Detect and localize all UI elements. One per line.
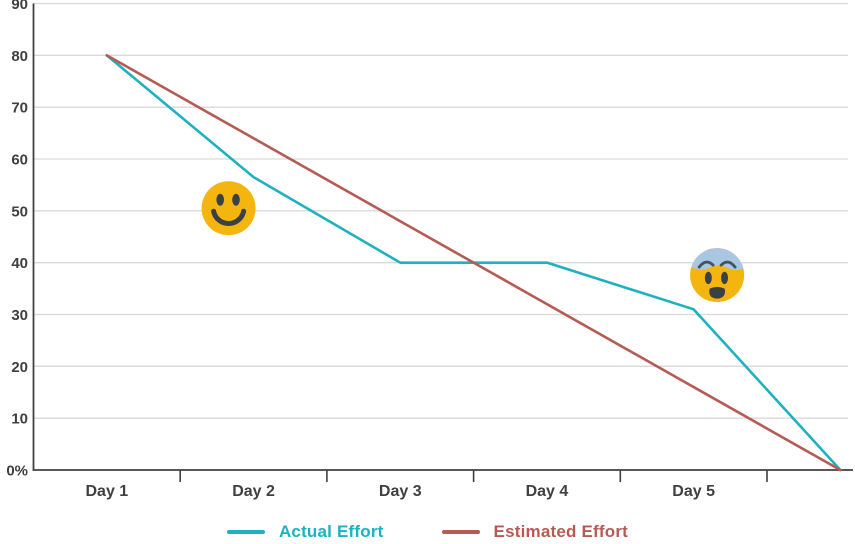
chart-legend: Actual Effort Estimated Effort xyxy=(0,522,855,542)
y-axis-label: 90 xyxy=(11,0,28,13)
y-axis-label: 20 xyxy=(11,359,28,376)
smiley-face-icon xyxy=(201,181,256,236)
legend-item-estimated-effort: Estimated Effort xyxy=(441,522,629,542)
legend-label: Estimated Effort xyxy=(493,522,629,541)
x-axis-label: Day 3 xyxy=(379,483,422,500)
legend-item-actual-effort: Actual Effort xyxy=(226,522,384,542)
y-axis-label: 50 xyxy=(11,203,28,220)
y-axis-label: 60 xyxy=(11,152,28,169)
y-axis-label: 0% xyxy=(6,463,28,480)
x-axis-label: Day 1 xyxy=(85,483,128,500)
y-axis-label: 40 xyxy=(11,255,28,272)
y-axis-label: 80 xyxy=(11,48,28,65)
legend-line-swatch xyxy=(226,530,265,534)
fearful-face-icon xyxy=(690,248,745,303)
y-axis-label: 30 xyxy=(11,307,28,324)
estimated-effort-line xyxy=(105,54,842,472)
y-axis-label: 70 xyxy=(11,100,28,117)
legend-label: Actual Effort xyxy=(278,522,384,541)
x-axis-label: Day 4 xyxy=(526,483,569,500)
y-axis-label: 10 xyxy=(11,411,28,428)
x-axis-label: Day 2 xyxy=(232,483,275,500)
x-axis-label: Day 5 xyxy=(672,483,715,500)
legend-line-swatch xyxy=(441,530,480,534)
